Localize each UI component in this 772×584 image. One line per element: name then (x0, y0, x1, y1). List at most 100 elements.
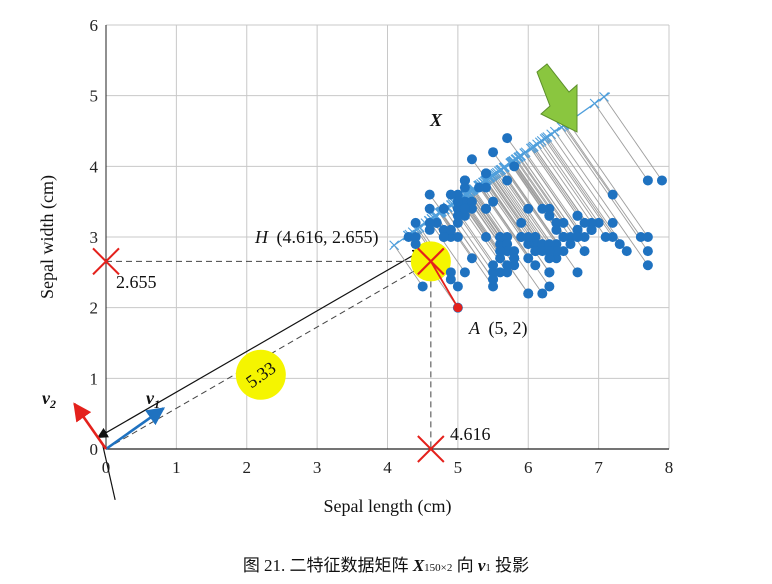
data-point (558, 217, 569, 228)
data-point (410, 232, 421, 242)
x-tick-label: 1 (172, 458, 181, 477)
x-tick-label: 4 (383, 458, 392, 477)
data-point (452, 189, 463, 200)
a-to-h-line (430, 260, 459, 309)
data-point (509, 161, 520, 172)
projected-point-mark (542, 132, 553, 142)
data-point (537, 239, 548, 250)
drop-line (482, 181, 522, 238)
data-point (600, 232, 611, 242)
data-point (481, 232, 492, 242)
data-points (403, 133, 667, 313)
v2-subscript: 2 (49, 397, 56, 411)
data-point (572, 210, 583, 221)
data-point (537, 288, 548, 299)
point-a-letter: A (468, 318, 481, 338)
drop-line (515, 159, 550, 209)
data-point (481, 168, 492, 179)
projected-point-mark (589, 98, 600, 109)
data-point (488, 196, 499, 207)
length-double-arrow (96, 249, 424, 438)
drop-line (531, 147, 585, 224)
y-marker-value: 2.655 (116, 272, 157, 292)
data-point (565, 232, 576, 242)
data-point (445, 232, 456, 242)
y-tick-labels: 0 1 2 3 4 5 6 (90, 16, 99, 459)
data-point (459, 175, 470, 186)
data-point (544, 253, 555, 264)
projected-point-mark (599, 91, 609, 102)
drop-line (523, 152, 578, 231)
data-point (495, 267, 506, 278)
drop-line (603, 96, 663, 181)
data-point (502, 260, 513, 271)
y-tick-label: 6 (90, 16, 99, 35)
drop-line (479, 184, 536, 266)
caption-vector: v (477, 556, 486, 575)
data-point (544, 239, 555, 250)
data-point (410, 217, 421, 228)
data-point (523, 203, 534, 214)
y-tick-label: 2 (90, 299, 99, 318)
data-point (495, 239, 506, 250)
x-tick-labels: 0 1 2 3 4 5 6 7 8 (102, 458, 674, 477)
drop-line (530, 148, 578, 217)
data-point (459, 267, 470, 278)
point-a-label: A (5, 2) (468, 318, 528, 339)
projected-point-mark (516, 150, 526, 161)
data-point (452, 203, 463, 214)
y-tick-label: 4 (90, 157, 99, 176)
data-point (593, 217, 604, 228)
drop-line (525, 151, 585, 238)
data-point (544, 267, 555, 278)
data-point (509, 260, 520, 271)
data-point (495, 232, 506, 242)
down-arrow-icon (536, 63, 578, 133)
data-point (642, 260, 653, 271)
projected-point-mark (495, 165, 506, 176)
data-point (438, 203, 449, 214)
data-point (607, 189, 618, 200)
v1-subscript: 1 (154, 397, 160, 411)
x-axis-cross-marker (417, 435, 445, 463)
drop-line (495, 173, 550, 252)
drop-line (485, 180, 550, 273)
data-point (530, 246, 541, 257)
drop-line (545, 137, 621, 245)
point-h-label: H (4.616, 2.655) (254, 227, 379, 248)
data-point (424, 203, 435, 214)
y-tick-label: 0 (90, 440, 99, 459)
data-point (459, 203, 470, 214)
v2-arrow (73, 402, 108, 450)
data-point (537, 246, 548, 257)
data-point (516, 232, 527, 242)
projected-point-mark (499, 162, 510, 173)
caption-matrix-sub: 150×2 (424, 562, 453, 574)
x-tick-label: 8 (665, 458, 674, 477)
data-point (544, 210, 555, 221)
figure-caption: 图 21. 二特征数据矩阵 X150×2 向 v1 投影 (0, 551, 772, 576)
drop-line (567, 122, 649, 238)
data-point (466, 253, 477, 264)
data-point (530, 239, 541, 250)
data-point (438, 232, 449, 242)
data-point (452, 196, 463, 207)
data-point (656, 175, 667, 186)
data-point (424, 224, 435, 235)
rotated-axis (96, 249, 424, 501)
data-point (459, 210, 470, 221)
projected-point-mark (490, 168, 501, 179)
data-point (551, 246, 562, 257)
data-point (558, 232, 569, 242)
data-point (466, 154, 477, 165)
data-point (452, 217, 463, 228)
data-point (579, 246, 590, 257)
data-point (502, 267, 513, 278)
projected-point-mark (534, 137, 545, 148)
projected-point-mark (539, 134, 550, 144)
x-tick-label: 0 (102, 458, 111, 477)
data-matrix-label: X (429, 110, 443, 130)
projected-point-mark (526, 143, 536, 154)
data-point (523, 253, 534, 264)
